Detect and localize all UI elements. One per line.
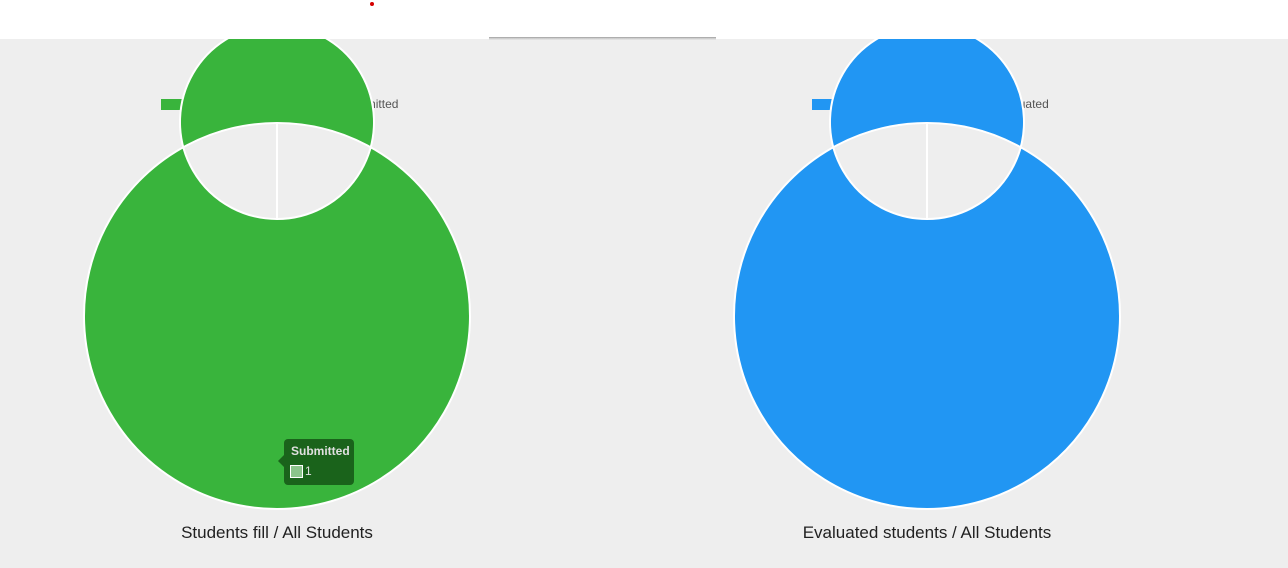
- status-dot: [370, 2, 374, 6]
- tooltip-value: 1: [305, 464, 312, 478]
- chart-panel-submission: SubmittedNot Submitted Submitted 1 Stude…: [0, 39, 644, 568]
- top-bar: [0, 0, 1288, 40]
- chart-tooltip: Submitted 1: [278, 439, 354, 485]
- tooltip-label: Submitted: [291, 444, 350, 458]
- chart-caption: Students fill / All Students: [181, 523, 373, 542]
- slice-evaluated: [733, 39, 1121, 510]
- tab-indicator-shadow: [489, 37, 716, 40]
- chart-caption: Evaluated students / All Students: [802, 523, 1052, 542]
- tooltip-swatch: [290, 465, 303, 478]
- submission-doughnut-chart[interactable]: SubmittedNot Submitted: [0, 39, 644, 568]
- slice-submitted: [83, 39, 471, 510]
- legend-swatch: [161, 99, 199, 110]
- evaluation-doughnut-chart[interactable]: EvaluatedNot Evaluated: [644, 39, 1288, 568]
- chart-panel-evaluation: EvaluatedNot Evaluated Evaluated student…: [644, 39, 1288, 568]
